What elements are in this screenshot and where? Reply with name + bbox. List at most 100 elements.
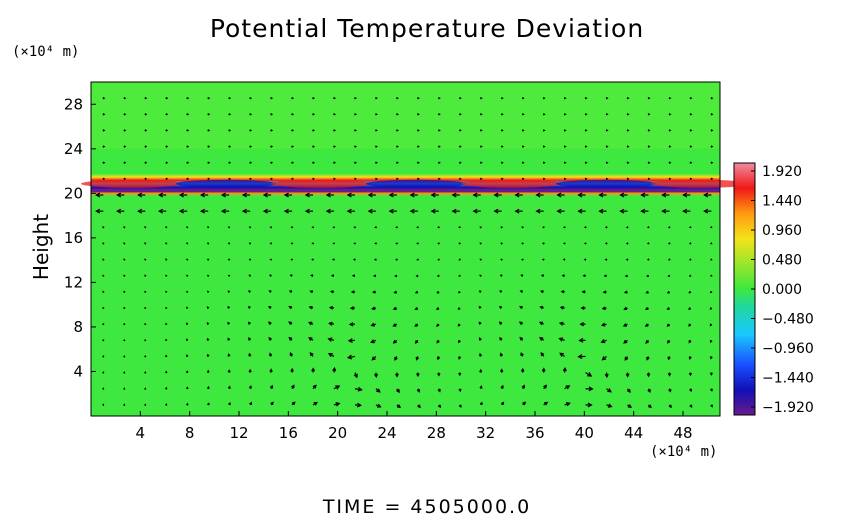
wind-arrowhead <box>542 96 546 100</box>
wind-arrowhead <box>123 129 127 132</box>
wind-arrowhead <box>472 208 478 214</box>
wind-arrowhead <box>186 129 190 132</box>
wind-arrowhead <box>333 145 337 148</box>
colorbar: 1.920 1.440 0.960 0.480 0.000 −0.480 −0.960 −1.… <box>733 162 814 416</box>
wind-arrowhead <box>667 242 671 245</box>
wind-arrowhead <box>228 145 232 148</box>
wind-arrowhead <box>522 401 527 406</box>
wind-arrowhead <box>709 307 713 310</box>
wind-arrowhead <box>565 401 571 407</box>
wind-arrowhead <box>667 373 672 377</box>
wind-arrowhead <box>436 307 440 311</box>
wind-arrowhead <box>397 404 402 409</box>
wind-arrowhead <box>247 290 251 293</box>
wind-arrowhead <box>248 258 251 261</box>
wind-arrowhead <box>472 192 478 198</box>
wind-arrowhead <box>206 242 210 245</box>
wind-arrowhead <box>269 352 273 357</box>
wind-arrowhead <box>283 192 289 198</box>
x-tick-label: 48 <box>673 424 692 442</box>
wind-arrowhead <box>667 356 671 361</box>
wind-arrowhead <box>186 322 189 325</box>
x-tick-label: 40 <box>575 424 594 442</box>
wind-arrowhead <box>542 177 546 181</box>
wind-arrowhead <box>353 242 356 245</box>
wind-arrowhead <box>144 322 147 326</box>
wind-arrowhead <box>623 290 628 294</box>
wind-arrowhead <box>710 274 713 277</box>
wind-arrowhead <box>710 388 713 392</box>
wind-arrowhead <box>414 340 419 344</box>
wind-arrowhead <box>227 274 231 277</box>
wind-arrowhead <box>291 96 295 100</box>
wind-arrowhead <box>186 177 190 181</box>
wind-arrowhead <box>357 386 363 392</box>
wind-arrowhead <box>539 305 544 310</box>
wind-arrowhead <box>438 129 441 132</box>
wind-arrowhead <box>499 290 503 293</box>
wind-arrowhead <box>249 177 253 181</box>
wind-arrowhead <box>563 113 567 116</box>
wind-arrowhead <box>661 208 667 214</box>
wind-arrowhead <box>102 258 105 261</box>
wind-arrowhead <box>478 321 482 325</box>
wind-arrowhead <box>493 208 499 214</box>
wind-arrowhead <box>668 161 672 164</box>
x-tick-label: 20 <box>328 424 347 442</box>
wind-arrowhead <box>375 145 378 148</box>
wind-arrowhead <box>395 226 398 229</box>
wind-arrowhead <box>521 113 525 116</box>
wind-arrowhead <box>436 290 440 294</box>
wind-arrowhead <box>625 258 629 261</box>
wind-arrowhead <box>220 208 226 214</box>
wind-arrowhead <box>206 321 210 325</box>
wind-arrowhead <box>668 129 672 132</box>
wind-arrowhead <box>584 113 588 116</box>
wind-arrowhead <box>416 242 419 245</box>
wind-arrowhead <box>577 192 583 198</box>
wind-arrowhead <box>165 242 168 245</box>
wind-arrowhead <box>479 368 483 373</box>
wind-arrowhead <box>206 306 210 309</box>
wind-arrowhead <box>102 306 105 309</box>
wind-arrowhead <box>578 337 584 343</box>
wind-arrowhead <box>370 339 375 344</box>
wind-arrowhead <box>144 177 148 181</box>
wind-arrowhead <box>248 242 252 245</box>
wind-arrowhead <box>270 96 274 100</box>
wind-arrowhead <box>647 161 651 164</box>
wind-arrowhead <box>688 258 692 261</box>
wind-arrowhead <box>604 258 608 261</box>
wind-arrowhead <box>458 274 461 277</box>
wind-arrowhead <box>458 388 462 393</box>
wind-arrowhead <box>328 305 334 310</box>
wind-arrowhead <box>395 373 399 378</box>
wind-arrowhead <box>666 307 670 311</box>
wind-arrowhead <box>123 322 126 326</box>
wind-arrowhead <box>388 192 394 198</box>
wind-arrowhead <box>540 290 544 294</box>
wind-arrowhead <box>689 177 693 181</box>
wind-arrowhead <box>668 177 672 181</box>
wind-arrowhead <box>542 161 546 164</box>
wind-arrowhead <box>327 337 333 342</box>
wind-arrowhead <box>604 242 608 245</box>
wind-arrowhead <box>480 96 483 100</box>
wind-arrowhead <box>206 385 210 390</box>
wind-arrowhead <box>458 404 462 408</box>
wind-arrowhead <box>165 258 168 261</box>
wind-arrowhead <box>396 177 399 181</box>
wind-arrowhead <box>206 369 210 373</box>
wind-arrowhead <box>346 192 352 198</box>
wind-arrowhead <box>312 161 316 164</box>
wind-arrowhead <box>710 145 714 148</box>
wind-arrowhead <box>519 290 523 294</box>
wind-arrowhead <box>647 177 651 181</box>
wind-arrowhead <box>689 129 693 132</box>
wind-arrowhead <box>367 192 373 198</box>
wind-arrowhead <box>371 306 376 311</box>
wind-arrowhead <box>102 354 105 358</box>
wind-arrowhead <box>459 145 462 148</box>
wind-arrowhead <box>370 322 375 327</box>
